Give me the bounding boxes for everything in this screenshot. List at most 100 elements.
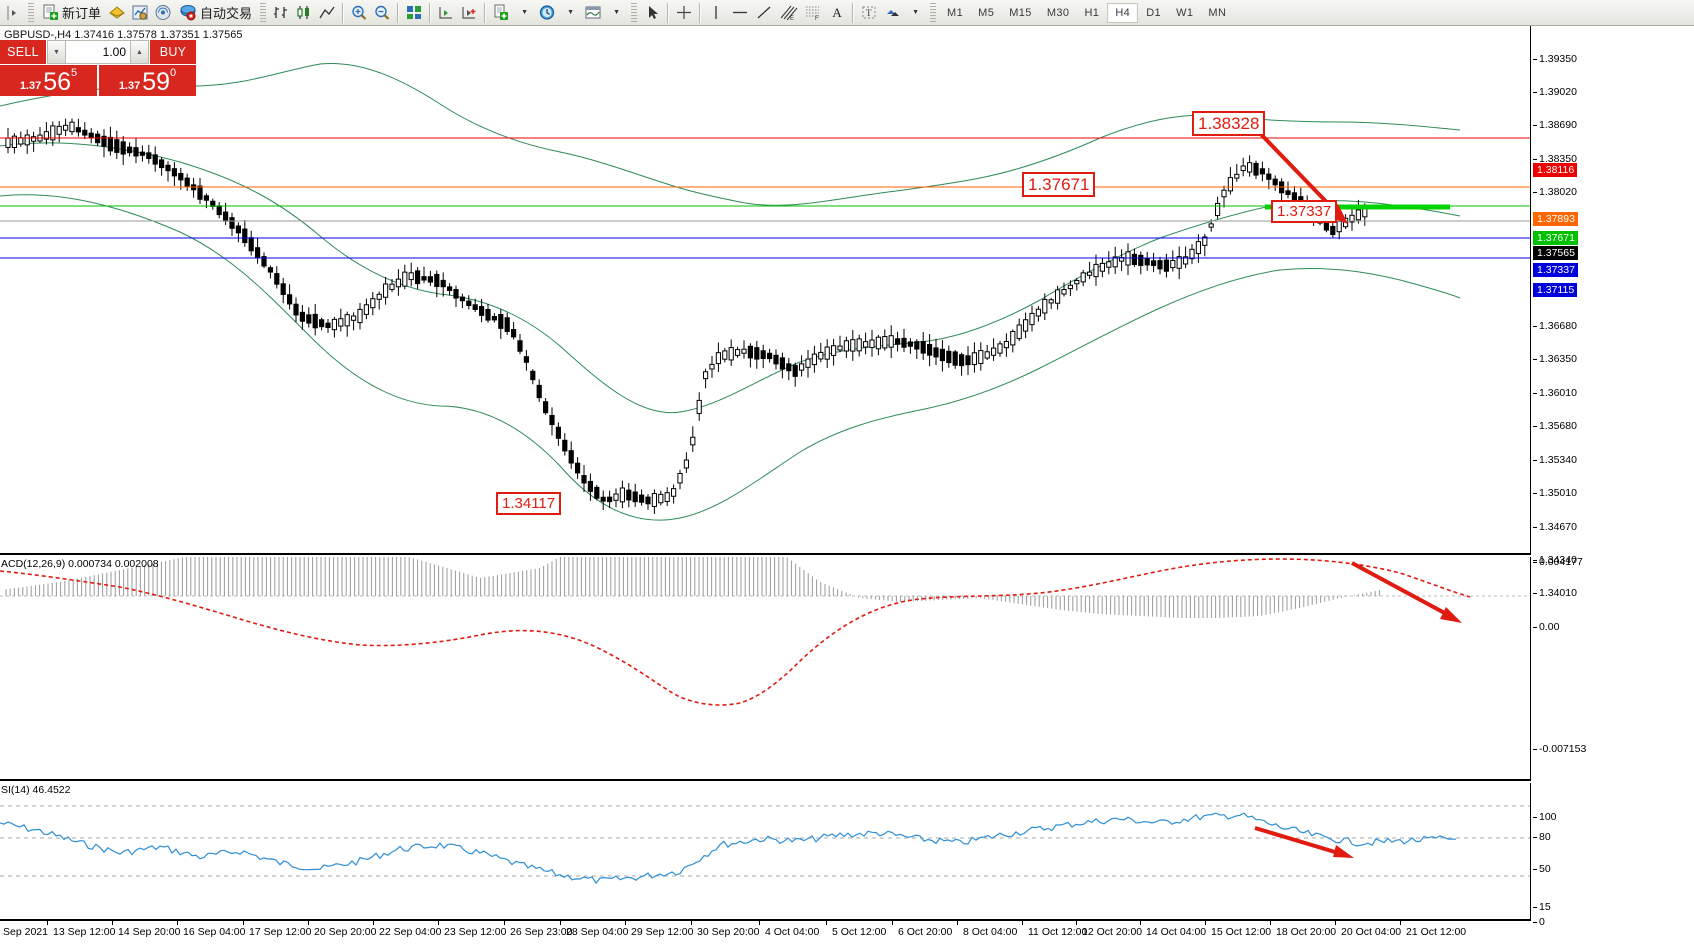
tile-windows-icon[interactable] xyxy=(403,1,425,25)
price-axis-tick: 1.36010 xyxy=(1533,387,1577,399)
one-click-trading-panel[interactable]: SELL ▼ 1.00 ▲ BUY 1.37 56 5 1.37 59 0 xyxy=(0,40,196,96)
price-axis-tick: 1.36350 xyxy=(1533,353,1577,365)
timeframe-button-m15[interactable]: M15 xyxy=(1009,6,1032,19)
timeframe-button-m1[interactable]: M1 xyxy=(947,6,964,19)
zoom-in-icon[interactable] xyxy=(348,1,370,25)
timeframe-button-w1[interactable]: W1 xyxy=(1176,6,1194,19)
volume-value[interactable]: 1.00 xyxy=(66,41,130,63)
rsi-axis-tick: 80 xyxy=(1533,831,1551,843)
time-axis-label: 14 Oct 04:00 xyxy=(1139,920,1207,938)
sell-price-quote[interactable]: 1.37 56 5 xyxy=(0,65,97,96)
candlestick-chart-icon[interactable] xyxy=(293,1,315,25)
vertical-line-tool-icon[interactable] xyxy=(705,1,727,25)
period-dropdown-caret[interactable]: ▼ xyxy=(567,9,574,16)
macd-pane[interactable]: ACD(12,26,9) 0.000734 0.002008 xyxy=(0,557,1531,781)
price-level-badge[interactable]: 1.37893 xyxy=(1533,212,1578,226)
volume-field[interactable]: ▼ 1.00 ▲ xyxy=(47,40,149,64)
time-axis-label: 21 Oct 12:00 xyxy=(1399,920,1467,938)
toolbar-left-edge-icon[interactable] xyxy=(2,1,24,25)
sell-button[interactable]: SELL xyxy=(0,40,46,64)
time-axis[interactable]: Sep 2021 13 Sep 12:00 14 Sep 20:00 16 Sep 0… xyxy=(0,920,1531,944)
rsi-pane[interactable]: SI(14) 46.4522 xyxy=(0,783,1531,920)
price-level-badge[interactable]: 1.37115 xyxy=(1533,283,1578,297)
arrows-dropdown-caret[interactable]: ▼ xyxy=(912,9,919,16)
price-level-badge[interactable]: 1.38116 xyxy=(1533,163,1578,177)
candlesticks xyxy=(5,118,1368,514)
bar-chart-icon[interactable] xyxy=(270,1,292,25)
signals-icon[interactable] xyxy=(152,1,174,25)
trendline-tool-icon[interactable] xyxy=(753,1,775,25)
timeframe-button-m30[interactable]: M30 xyxy=(1046,6,1070,19)
svg-text:T: T xyxy=(866,8,872,18)
price-axis-tick: 1.39350 xyxy=(1533,53,1577,65)
buy-button[interactable]: BUY xyxy=(150,40,196,64)
crosshair-tool-icon[interactable] xyxy=(673,1,695,25)
templates-dropdown-caret[interactable]: ▼ xyxy=(613,9,620,16)
price-chart-pane[interactable] xyxy=(0,26,1531,555)
zoom-out-icon[interactable] xyxy=(371,1,393,25)
toolbar-grip-4[interactable] xyxy=(930,2,937,23)
rsi-svg xyxy=(0,805,1530,885)
equidistant-channel-tool-icon[interactable]: E xyxy=(776,1,800,25)
toolbar-separator-6 xyxy=(699,2,702,23)
add-indicator-icon[interactable] xyxy=(490,1,512,25)
buy-price-sup: 0 xyxy=(170,67,177,79)
toolbar-grip-3[interactable] xyxy=(631,2,638,23)
auto-scroll-icon[interactable] xyxy=(458,1,480,25)
annotation-resistance-label[interactable]: 1.37671 xyxy=(1022,172,1096,197)
toolbar-grip[interactable] xyxy=(28,2,34,23)
new-order-button[interactable]: 新订单 xyxy=(38,1,105,25)
timeframe-button-m5[interactable]: M5 xyxy=(978,6,995,19)
annotation-support-label[interactable]: 1.37337 xyxy=(1271,200,1338,223)
price-level-badge[interactable]: 1.37671 xyxy=(1533,231,1578,245)
time-axis-label: 4 Oct 04:00 xyxy=(758,920,820,938)
macd-signal-line xyxy=(0,558,1471,706)
time-axis-label: 11 Oct 12:00 xyxy=(1021,920,1088,938)
line-chart-icon[interactable] xyxy=(316,1,338,25)
time-axis-label: 13 Sep 12:00 xyxy=(46,920,116,938)
chart-shift-icon[interactable] xyxy=(435,1,457,25)
price-axis[interactable]: 1.393501.390201.386901.383501.380201.370… xyxy=(1531,26,1694,928)
price-axis-tick: 1.36680 xyxy=(1533,320,1577,332)
time-axis-label: Sep 2021 xyxy=(3,926,48,938)
annotation-high-label[interactable]: 1.38328 xyxy=(1192,111,1266,136)
time-axis-label: 6 Oct 20:00 xyxy=(891,920,953,938)
time-axis-label: 16 Sep 04:00 xyxy=(176,920,246,938)
horizontal-line-tool-icon[interactable] xyxy=(728,1,752,25)
text-box-tool-icon[interactable]: T xyxy=(858,1,880,25)
trade-panel-quote-row: 1.37 56 5 1.37 59 0 xyxy=(0,65,196,96)
price-axis-tick: 1.38690 xyxy=(1533,119,1577,131)
macd-axis-tick: -0.007153 xyxy=(1532,743,1587,755)
buy-price-prefix: 1.37 xyxy=(118,80,141,92)
toolbar-separator-3 xyxy=(429,2,432,23)
toolbar-grip-2[interactable] xyxy=(260,2,267,23)
timeframe-button-h1[interactable]: H1 xyxy=(1084,6,1100,19)
time-axis-label: 28 Sep 04:00 xyxy=(559,920,629,938)
price-level-badge[interactable]: 1.37565 xyxy=(1533,246,1578,260)
templates-icon[interactable] xyxy=(582,1,604,25)
toolbar-separator-4 xyxy=(484,2,487,23)
period-clock-icon[interactable] xyxy=(536,1,558,25)
buy-price-quote[interactable]: 1.37 59 0 xyxy=(99,65,196,96)
timeframe-button-d1[interactable]: D1 xyxy=(1146,6,1162,19)
timeframe-button-mn[interactable]: MN xyxy=(1208,6,1227,19)
text-label-tool-icon[interactable]: A xyxy=(826,1,848,25)
add-indicator-dropdown-caret[interactable]: ▼ xyxy=(521,9,528,16)
fibonacci-tool-icon[interactable]: F xyxy=(801,1,825,25)
annotation-low-label[interactable]: 1.34117 xyxy=(496,492,562,515)
volume-increment-button[interactable]: ▲ xyxy=(130,41,148,63)
rsi-pane-label: SI(14) 46.4522 xyxy=(1,784,71,796)
macd-axis-tick: 0.00 xyxy=(1532,621,1560,633)
time-axis-label: 20 Oct 04:00 xyxy=(1334,920,1402,938)
price-level-badge[interactable]: 1.37337 xyxy=(1533,263,1578,277)
price-axis-tick: 1.34340 xyxy=(1533,554,1577,566)
expert-advisor-icon[interactable] xyxy=(106,1,128,25)
cursor-tool-icon[interactable] xyxy=(641,1,663,25)
volume-decrement-button[interactable]: ▼ xyxy=(48,41,66,63)
auto-trading-button[interactable]: 自动交易 xyxy=(175,1,256,25)
data-window-icon[interactable] xyxy=(129,1,151,25)
arrows-tool-icon[interactable] xyxy=(881,1,903,25)
time-axis-label: 20 Sep 20:00 xyxy=(307,920,377,938)
timeframe-button-h4[interactable]: H4 xyxy=(1107,2,1139,23)
